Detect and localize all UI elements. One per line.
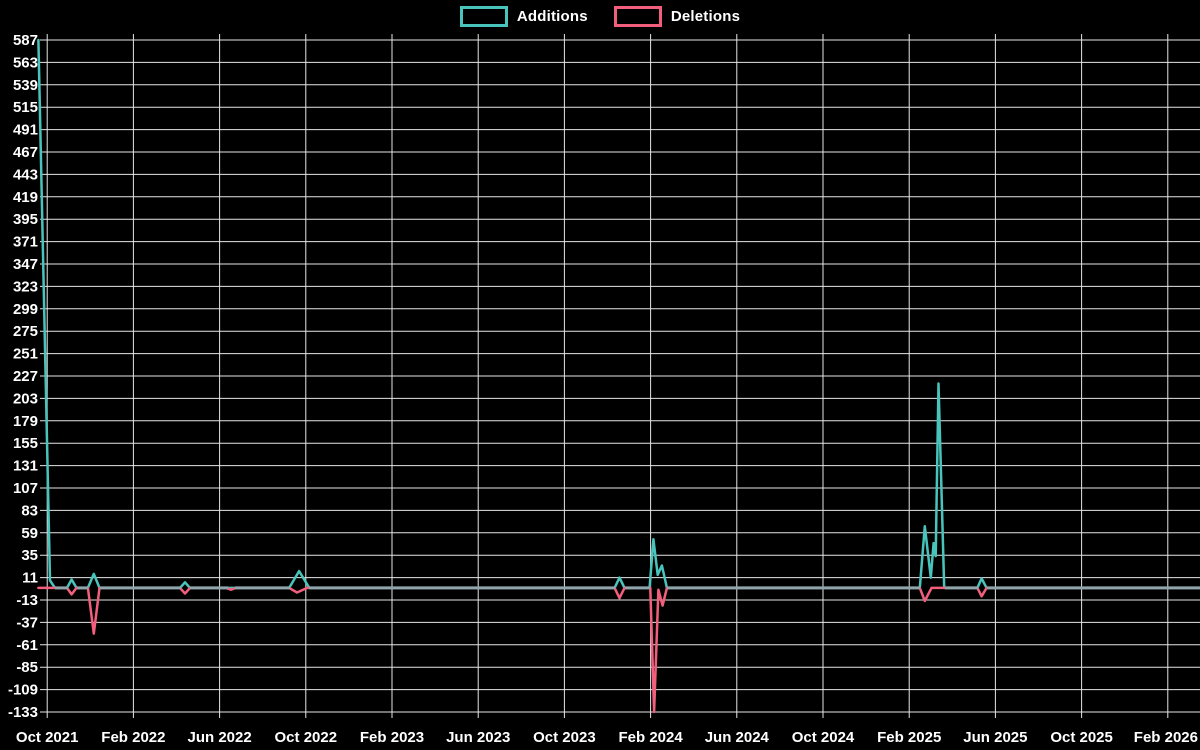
x-tick-label: Jun 2022 [187,729,251,746]
y-tick-label: 11 [22,570,38,587]
x-tick-label: Oct 2023 [533,729,596,746]
y-tick-label: 563 [13,54,38,71]
additions-legend-label: Additions [516,8,588,25]
x-tick-label: Feb 2026 [1134,729,1198,746]
legend-item-deletions[interactable]: Deletions [613,6,741,27]
y-tick-label: 299 [13,301,38,318]
y-tick-label: -85 [16,659,38,676]
y-tick-label: 107 [13,480,38,497]
x-tick-label: Oct 2022 [275,729,338,746]
x-tick-label: Jun 2024 [705,729,770,746]
y-tick-label: 419 [13,189,38,206]
y-tick-label: 35 [21,547,38,564]
y-tick-label: -133 [8,704,38,721]
additions-swatch-icon [459,6,508,27]
y-tick-label: 203 [13,390,38,407]
y-tick-label: -61 [16,637,38,654]
y-tick-label: -37 [16,614,38,631]
deletions-legend-label: Deletions [670,8,741,25]
x-tick-label: Oct 2025 [1050,729,1113,746]
y-axis-labels: 587 563 539 515 491 467 443 419 395 371 347 323 299 2… [8,32,38,721]
deletions-swatch-icon [613,6,662,27]
x-tick-label: Jun 2023 [446,729,510,746]
y-tick-label: 179 [13,413,38,430]
y-tick-label: 275 [13,323,38,340]
y-tick-label: 323 [13,278,38,295]
y-tick-label: -109 [8,682,38,699]
x-axis-labels: Oct 2021 Feb 2022 Jun 2022 Oct 2022 Feb 2023… [16,729,1198,746]
legend: Additions Deletions [0,6,1200,27]
y-tick-label: 347 [13,256,38,273]
x-tick-label: Feb 2024 [618,729,683,746]
y-tick-label: 251 [13,346,38,363]
y-tick-label: 587 [13,32,38,49]
y-tick-label: 59 [21,525,38,542]
x-tick-label: Feb 2025 [877,729,941,746]
legend-item-additions[interactable]: Additions [459,6,588,27]
x-tick-label: Jun 2025 [963,729,1027,746]
y-tick-label: 491 [13,122,38,139]
y-tick-label: 155 [13,435,38,452]
x-tick-label: Feb 2022 [101,729,165,746]
y-tick-label: 395 [13,211,38,228]
y-tick-label: -13 [16,592,38,609]
y-tick-label: 467 [13,144,38,161]
grid [40,34,1200,718]
x-tick-label: Oct 2024 [792,729,855,746]
y-tick-label: 83 [21,502,38,519]
x-tick-label: Oct 2021 [16,729,79,746]
additions-line [37,38,1200,590]
x-tick-label: Feb 2023 [360,729,424,746]
y-tick-label: 131 [13,458,38,475]
deletions-line [37,586,1200,714]
y-tick-label: 371 [13,234,38,251]
y-tick-label: 227 [13,368,38,385]
y-tick-label: 515 [13,99,38,116]
y-tick-label: 539 [13,77,38,94]
y-tick-label: 443 [13,166,38,183]
